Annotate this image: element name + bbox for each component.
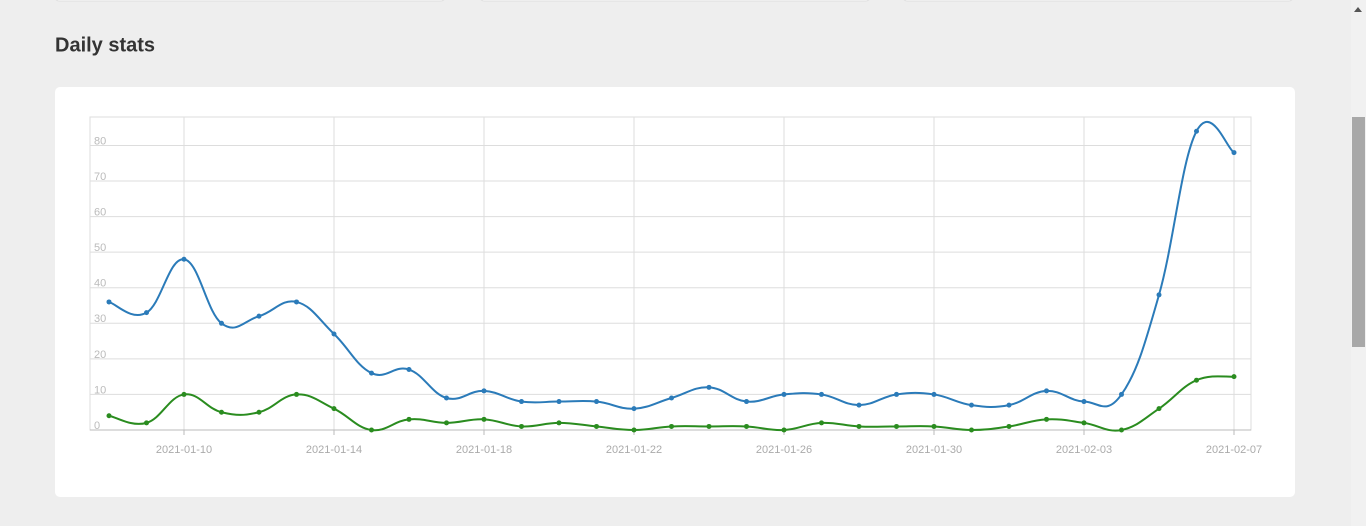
x-tick-label: 2021-01-26 — [756, 444, 812, 456]
stat-card — [55, 0, 445, 2]
data-point — [1156, 406, 1162, 412]
data-point — [931, 423, 937, 429]
y-tick-label: 70 — [94, 171, 106, 183]
x-tick-label: 2021-02-03 — [1056, 444, 1112, 456]
data-point — [631, 427, 637, 433]
x-tick-label: 2021-02-07 — [1206, 444, 1262, 456]
data-point — [331, 406, 337, 412]
data-point — [1231, 374, 1237, 380]
x-tick-label: 2021-01-10 — [156, 444, 212, 456]
data-point — [556, 420, 562, 426]
data-point — [331, 331, 337, 337]
data-point — [819, 420, 824, 426]
data-point — [256, 409, 262, 415]
data-point — [1006, 423, 1012, 429]
data-point — [931, 391, 937, 397]
data-point — [556, 399, 562, 405]
data-point — [519, 399, 524, 405]
x-tick-label: 2021-01-18 — [456, 444, 512, 456]
data-point — [594, 399, 599, 405]
data-point — [1081, 420, 1087, 426]
data-point — [1231, 150, 1237, 156]
data-point — [481, 416, 487, 422]
data-point — [481, 388, 487, 394]
data-point — [294, 391, 299, 397]
data-point — [744, 423, 749, 429]
data-point — [781, 391, 787, 397]
y-tick-label: 10 — [94, 384, 106, 396]
data-point — [744, 399, 749, 405]
chart-card — [55, 87, 1295, 497]
data-point — [1119, 391, 1124, 397]
y-tick-label: 80 — [94, 135, 106, 147]
data-point — [969, 427, 974, 433]
data-point — [106, 413, 112, 419]
data-point — [856, 423, 862, 429]
data-point — [1194, 377, 1199, 383]
stat-card — [903, 0, 1293, 2]
data-point — [444, 420, 449, 426]
data-point — [669, 423, 674, 429]
data-point — [894, 391, 899, 397]
data-point — [819, 391, 824, 397]
data-point — [706, 384, 712, 390]
data-point — [256, 313, 262, 319]
data-point — [106, 299, 112, 305]
data-point — [1081, 399, 1087, 405]
y-tick-label: 30 — [94, 313, 106, 325]
data-point — [181, 391, 187, 397]
data-point — [369, 370, 374, 376]
stat-card — [480, 0, 870, 2]
y-tick-label: 50 — [94, 242, 106, 254]
data-point — [594, 423, 599, 429]
y-tick-label: 40 — [94, 278, 106, 290]
data-point — [781, 427, 787, 433]
section-title: Daily stats — [55, 34, 155, 56]
data-point — [894, 423, 899, 429]
x-tick-label: 2021-01-30 — [906, 444, 962, 456]
data-point — [406, 367, 412, 373]
data-point — [406, 416, 412, 422]
data-point — [669, 395, 674, 401]
scrollbar-thumb[interactable] — [1352, 117, 1365, 347]
data-point — [219, 320, 224, 326]
data-point — [144, 420, 149, 426]
data-point — [294, 299, 299, 305]
data-point — [706, 423, 712, 429]
data-point — [1044, 416, 1049, 422]
data-point — [1006, 402, 1012, 408]
data-point — [631, 406, 637, 412]
data-point — [1194, 128, 1199, 134]
x-tick-label: 2021-01-14 — [306, 444, 362, 456]
y-tick-label: 20 — [94, 349, 106, 361]
x-tick-label: 2021-01-22 — [606, 444, 662, 456]
data-point — [1119, 427, 1124, 433]
y-tick-label: 60 — [94, 206, 106, 218]
data-point — [1044, 388, 1049, 394]
data-point — [181, 256, 187, 262]
data-point — [519, 423, 524, 429]
data-point — [219, 409, 224, 415]
data-point — [444, 395, 449, 401]
data-point — [1156, 292, 1162, 298]
y-tick-label: 0 — [94, 420, 100, 432]
data-point — [969, 402, 974, 408]
data-point — [144, 310, 149, 316]
data-point — [369, 427, 374, 433]
data-point — [856, 402, 862, 408]
scroll-up-arrow[interactable] — [1354, 7, 1362, 12]
